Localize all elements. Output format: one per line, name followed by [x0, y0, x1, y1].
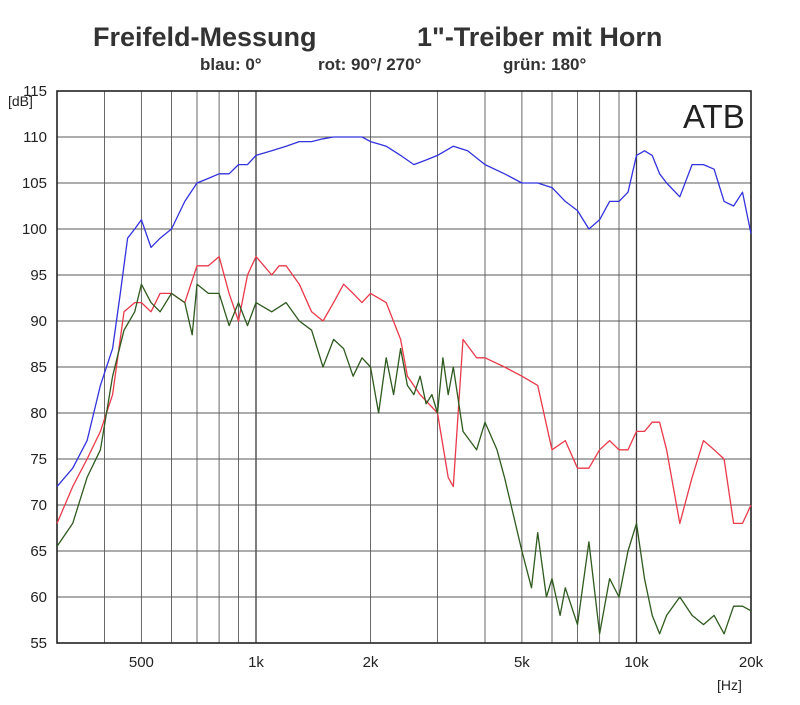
chart-titles: Freifeld-Messung 1"-Treiber mit Horn bla… [93, 22, 662, 74]
y-tick-label-80: 80 [30, 405, 47, 422]
x-tick-label-1k: 1k [248, 654, 264, 671]
y-tick-label-100: 100 [22, 221, 47, 238]
y-axis-ticks: 55 60 65 70 75 80 85 90 95 100 105 110 115 [22, 83, 47, 652]
series-group [56, 136, 752, 635]
chart-title-driver: 1"-Treiber mit Horn [417, 22, 662, 52]
chart-title: Freifeld-Messung [93, 22, 317, 52]
x-tick-label-10k: 10k [624, 654, 649, 671]
y-tick-label-95: 95 [30, 267, 47, 284]
y-tick-label-75: 75 [30, 451, 47, 468]
legend-green-180deg: grün: 180° [503, 55, 587, 74]
y-tick-label-60: 60 [30, 589, 47, 606]
x-tick-label-5k: 5k [514, 654, 530, 671]
y-tick-label-65: 65 [30, 543, 47, 560]
x-tick-label-20k: 20k [739, 654, 764, 671]
y-tick-label-90: 90 [30, 313, 47, 330]
x-axis-ticks: 500 1k 2k 5k 10k 20k [129, 654, 764, 671]
y-tick-label-105: 105 [22, 175, 47, 192]
series-line-90-270deg-red [56, 255, 752, 525]
x-axis-unit-label: [Hz] [717, 677, 742, 693]
y-axis-unit-label: [dB] [8, 93, 33, 109]
series-line-180deg-green [56, 283, 752, 635]
y-tick-label-85: 85 [30, 359, 47, 376]
x-tick-label-500: 500 [129, 654, 154, 671]
plot-frame [56, 90, 752, 644]
y-tick-label-55: 55 [30, 635, 47, 652]
y-tick-label-115: 115 [23, 83, 47, 100]
atb-watermark: ATB [683, 98, 745, 135]
series-line-0deg-blue [56, 136, 752, 488]
x-tick-label-2k: 2k [363, 654, 379, 671]
y-tick-label-110: 110 [23, 129, 47, 146]
legend-blue-0deg: blau: 0° [200, 55, 262, 74]
y-tick-label-70: 70 [30, 497, 47, 514]
legend-red-90-270deg: rot: 90°/ 270° [318, 55, 422, 74]
